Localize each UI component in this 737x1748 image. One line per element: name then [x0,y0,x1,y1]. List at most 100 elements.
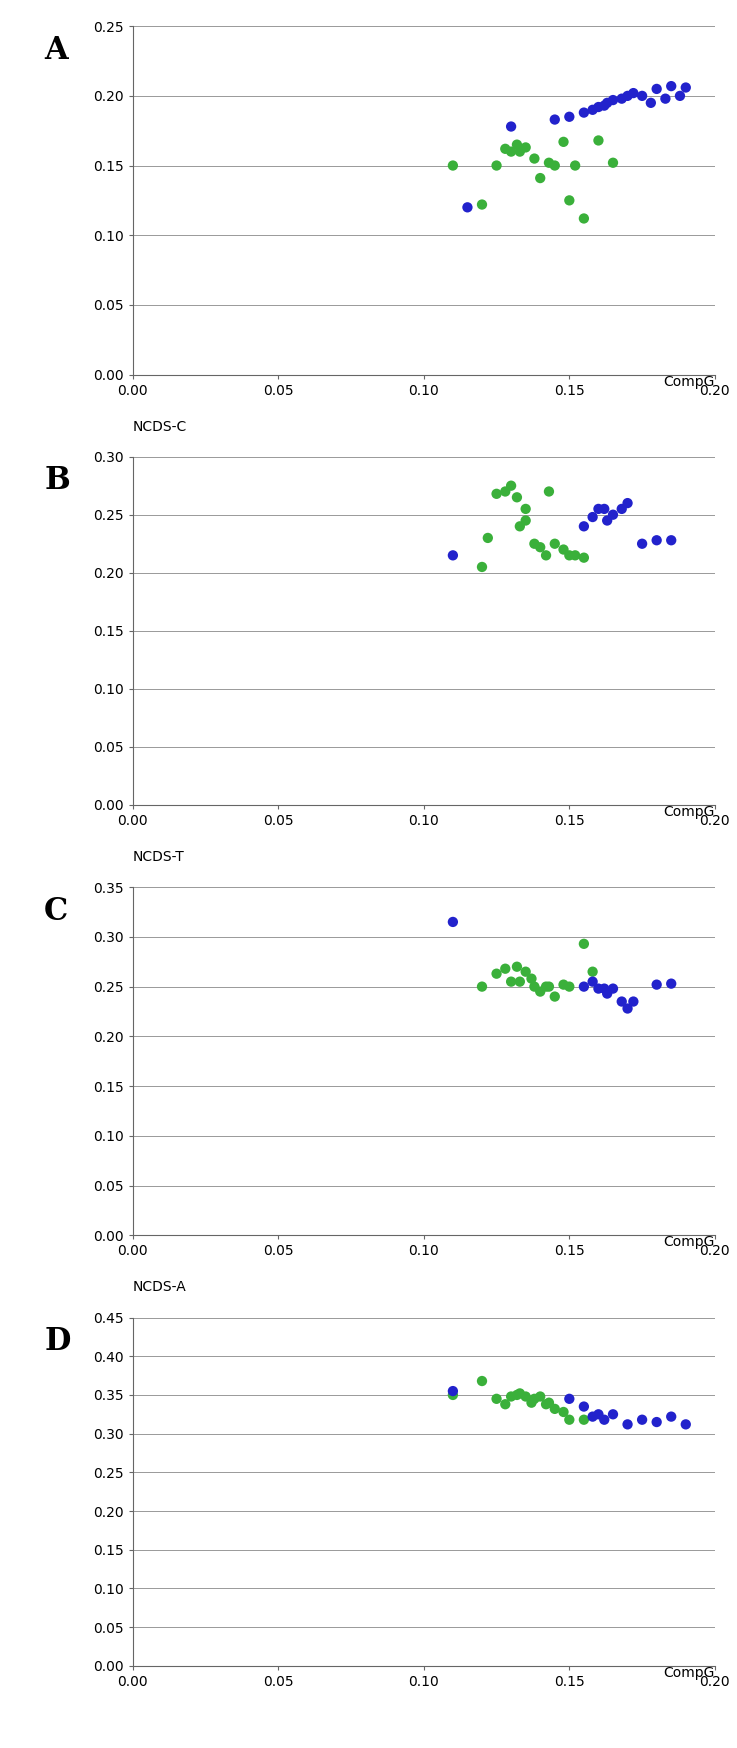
Point [616,495,628,523]
Point [549,105,561,133]
Point [506,112,517,140]
Text: NCDS-G: NCDS-G [133,0,189,3]
Point [636,82,648,110]
Point [651,526,663,554]
Point [447,152,458,180]
Point [636,530,648,558]
Text: NCDS-A: NCDS-A [133,1281,186,1295]
Point [680,73,691,101]
Point [563,103,575,131]
Point [593,495,604,523]
Point [500,954,511,982]
Point [607,500,619,528]
Point [587,968,598,996]
Point [651,1409,663,1437]
Point [447,1377,458,1405]
Point [500,477,511,505]
Point [534,1383,546,1411]
Point [578,930,590,958]
Point [514,968,525,996]
Point [627,988,639,1016]
Point [549,1395,561,1423]
Point [680,1411,691,1439]
Point [506,138,517,166]
Point [482,524,494,552]
Point [587,1402,598,1430]
Point [447,1381,458,1409]
Point [511,1381,523,1409]
Point [598,975,610,1003]
Point [506,968,517,996]
Point [622,82,634,110]
Point [587,96,598,124]
Point [616,84,628,112]
Point [627,79,639,107]
Point [674,82,686,110]
Point [666,970,677,998]
Text: CompG: CompG [663,804,715,820]
Point [569,542,581,570]
Point [587,503,598,531]
Point [528,530,540,558]
Point [520,133,531,161]
Point [520,495,531,523]
Point [660,84,671,112]
Point [549,152,561,180]
Point [534,164,546,192]
Point [558,535,570,563]
Point [500,135,511,163]
Point [540,1390,552,1418]
Point [514,1379,525,1407]
Point [666,72,677,100]
Point [461,194,473,222]
Point [491,152,503,180]
Point [558,970,570,998]
Point [622,489,634,517]
Text: D: D [44,1327,71,1356]
Point [563,187,575,215]
Point [651,970,663,998]
Point [543,972,555,1000]
Point [520,1383,531,1411]
Point [601,507,613,535]
Point [636,1405,648,1433]
Point [593,93,604,121]
Point [666,526,677,554]
Point [607,149,619,177]
Point [598,495,610,523]
Point [540,542,552,570]
Point [645,89,657,117]
Point [607,975,619,1003]
Point [476,972,488,1000]
Point [447,907,458,935]
Point [491,481,503,509]
Point [511,131,523,159]
Point [593,126,604,154]
Point [506,472,517,500]
Point [491,960,503,988]
Point [651,75,663,103]
Point [622,1411,634,1439]
Point [578,1405,590,1433]
Point [569,152,581,180]
Point [578,1393,590,1421]
Point [601,979,613,1007]
Point [491,1384,503,1412]
Point [666,1402,677,1430]
Point [520,958,531,986]
Point [520,507,531,535]
Text: CompG: CompG [663,1236,715,1250]
Point [476,191,488,218]
Point [578,544,590,572]
Point [543,477,555,505]
Point [549,982,561,1010]
Point [578,972,590,1000]
Text: NCDS-T: NCDS-T [133,850,184,864]
Text: CompG: CompG [663,1666,715,1680]
Point [525,1388,537,1416]
Point [476,1367,488,1395]
Point [587,958,598,986]
Point [514,138,525,166]
Point [578,98,590,126]
Point [506,1383,517,1411]
